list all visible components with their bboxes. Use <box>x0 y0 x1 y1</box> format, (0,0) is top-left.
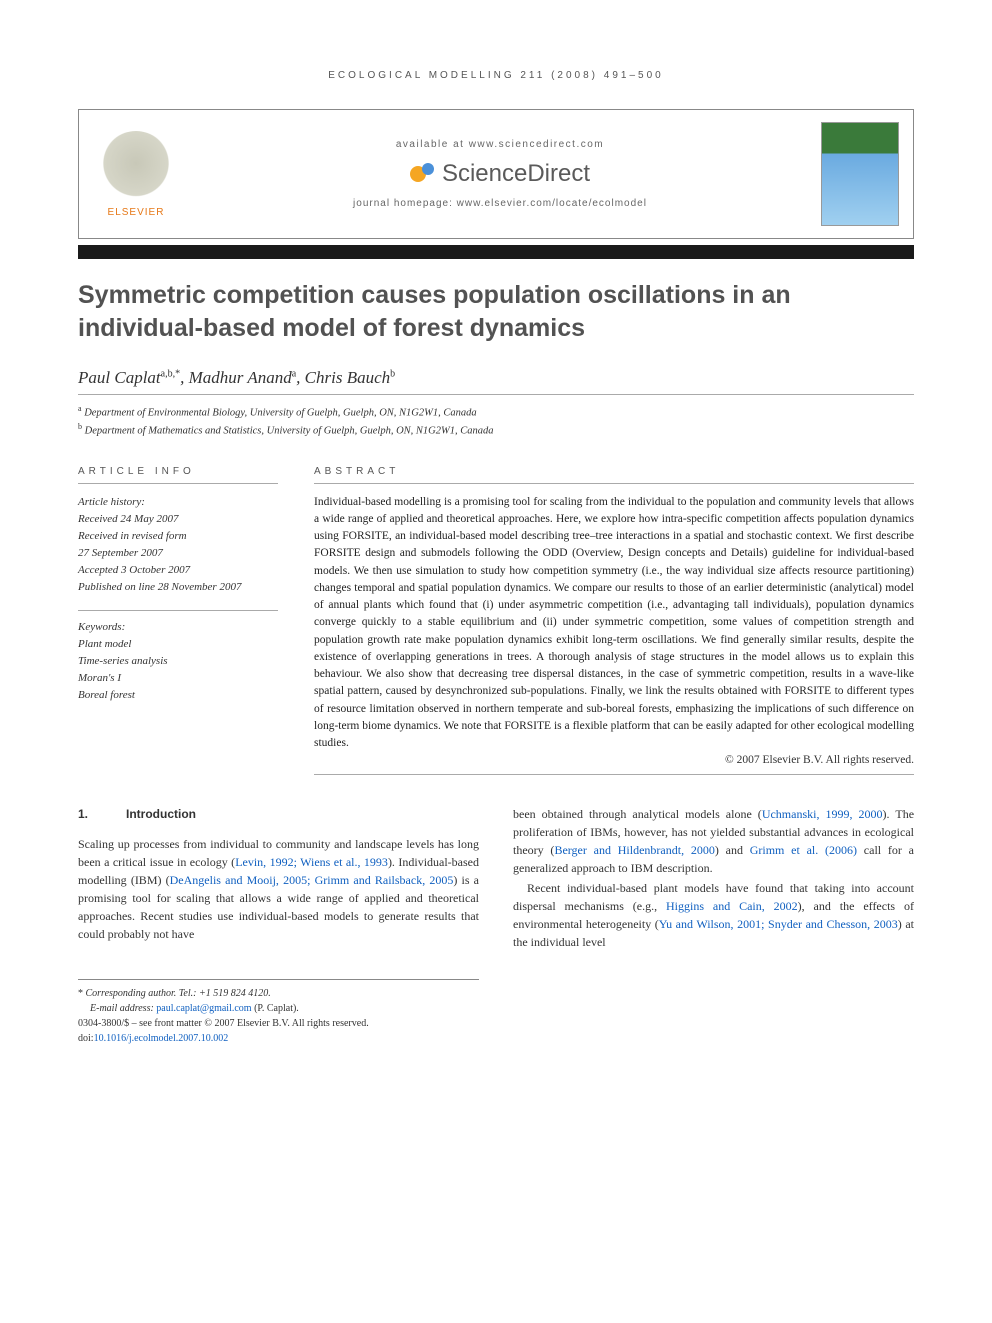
keyword: Time-series analysis <box>78 653 278 670</box>
section-number: 1. <box>78 805 126 823</box>
article-history: Article history: Received 24 May 2007 Re… <box>78 494 278 596</box>
author[interactable]: Paul Caplata,b,* <box>78 368 180 387</box>
section-heading: 1.Introduction <box>78 805 479 823</box>
sciencedirect-icon <box>410 161 436 187</box>
citation-link[interactable]: Uchmanski, 1999, 2000 <box>762 807 883 821</box>
history-revised: Received in revised form <box>78 528 278 545</box>
sciencedirect-wordmark: ScienceDirect <box>442 160 590 188</box>
elsevier-tree-icon <box>100 131 172 203</box>
section-title: Introduction <box>126 807 196 821</box>
elsevier-wordmark: ELSEVIER <box>108 207 165 218</box>
citation-link[interactable]: DeAngelis and Mooij, 2005; Grimm and Rai… <box>170 873 454 887</box>
elsevier-logo: ELSEVIER <box>93 124 179 224</box>
email-link[interactable]: paul.caplat@gmail.com <box>156 1003 251 1014</box>
citation-link[interactable]: Berger and Hildenbrandt, 2000 <box>554 843 714 857</box>
history-accepted: Accepted 3 October 2007 <box>78 562 278 579</box>
affiliation: a Department of Environmental Biology, U… <box>78 403 914 421</box>
corresponding-author: * Corresponding author. Tel.: +1 519 824… <box>78 986 479 1001</box>
left-column: 1.Introduction Scaling up processes from… <box>78 805 479 951</box>
history-published: Published on line 28 November 2007 <box>78 579 278 596</box>
keywords-block: Keywords: Plant model Time-series analys… <box>78 610 278 704</box>
citation-link[interactable]: Levin, 1992; Wiens et al., 1993 <box>235 855 388 869</box>
author[interactable]: Chris Bauchb <box>305 368 395 387</box>
abstract-label: ABSTRACT <box>314 466 914 484</box>
front-matter: 0304-3800/$ – see front matter © 2007 El… <box>78 1016 479 1031</box>
keyword: Moran's I <box>78 670 278 687</box>
affiliations: a Department of Environmental Biology, U… <box>78 403 914 440</box>
running-head: ECOLOGICAL MODELLING 211 (2008) 491–500 <box>78 70 914 81</box>
doi-line: doi:10.1016/j.ecolmodel.2007.10.002 <box>78 1031 479 1046</box>
abstract-text: Individual-based modelling is a promisin… <box>314 494 914 753</box>
article-info-label: ARTICLE INFO <box>78 466 278 484</box>
doi-link[interactable]: 10.1016/j.ecolmodel.2007.10.002 <box>94 1033 229 1044</box>
article-title: Symmetric competition causes population … <box>78 279 914 344</box>
affiliation: b Department of Mathematics and Statisti… <box>78 421 914 439</box>
history-revised-date: 27 September 2007 <box>78 545 278 562</box>
body-paragraph: been obtained through analytical models … <box>513 805 914 877</box>
sciencedirect-logo[interactable]: ScienceDirect <box>410 160 590 188</box>
history-received: Received 24 May 2007 <box>78 511 278 528</box>
author-rule <box>78 394 914 395</box>
abstract-rule <box>314 774 914 775</box>
keyword: Plant model <box>78 636 278 653</box>
keywords-head: Keywords: <box>78 619 278 636</box>
available-at-text: available at www.sciencedirect.com <box>396 139 604 150</box>
citation-link[interactable]: Grimm et al. (2006) <box>750 843 857 857</box>
divider-bar <box>78 245 914 259</box>
citation-link[interactable]: Yu and Wilson, 2001; Snyder and Chesson,… <box>659 917 898 931</box>
journal-header: ELSEVIER available at www.sciencedirect.… <box>78 109 914 239</box>
email-line: E-mail address: paul.caplat@gmail.com (P… <box>78 1001 479 1016</box>
body-paragraph: Scaling up processes from individual to … <box>78 835 479 943</box>
journal-homepage[interactable]: journal homepage: www.elsevier.com/locat… <box>353 198 647 209</box>
author[interactable]: Madhur Ananda <box>189 368 297 387</box>
author-list: Paul Caplata,b,*, Madhur Ananda, Chris B… <box>78 368 914 388</box>
keyword: Boreal forest <box>78 687 278 704</box>
body-paragraph: Recent individual-based plant models hav… <box>513 879 914 951</box>
copyright-line: © 2007 Elsevier B.V. All rights reserved… <box>314 754 914 766</box>
footnotes: * Corresponding author. Tel.: +1 519 824… <box>78 979 479 1046</box>
right-column: been obtained through analytical models … <box>513 805 914 951</box>
body-columns: 1.Introduction Scaling up processes from… <box>78 805 914 951</box>
history-head: Article history: <box>78 494 278 511</box>
journal-cover-thumbnail <box>821 122 899 226</box>
citation-link[interactable]: Higgins and Cain, 2002 <box>666 899 798 913</box>
